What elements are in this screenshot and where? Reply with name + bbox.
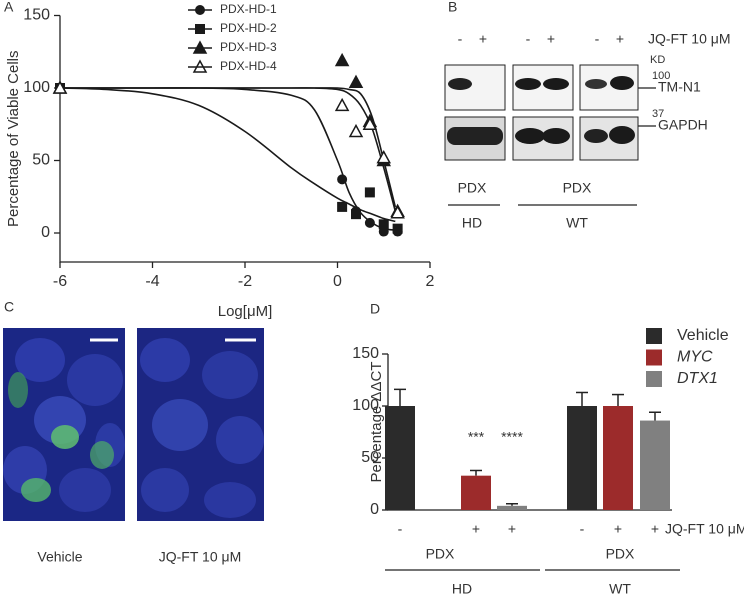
bar xyxy=(385,406,415,510)
data-point xyxy=(52,80,68,94)
data-point xyxy=(378,219,389,230)
significance: *** xyxy=(468,429,485,445)
y-tick-label: 100 xyxy=(352,397,379,414)
data-point xyxy=(337,201,348,212)
kd-value: 37 xyxy=(652,108,664,120)
bar xyxy=(567,406,597,510)
panel-label: A xyxy=(4,0,14,15)
group-name: WT xyxy=(609,581,631,595)
panel-label: C xyxy=(4,299,14,315)
legend-swatch xyxy=(646,371,662,387)
data-point xyxy=(362,116,378,130)
group-name: HD xyxy=(462,215,482,231)
y-tick-label: 150 xyxy=(352,345,379,362)
data-point xyxy=(364,187,375,198)
legend-label: PDX-HD-3 xyxy=(220,40,277,54)
y-tick-label: 0 xyxy=(41,224,50,241)
x-tick-label: 2 xyxy=(426,273,435,290)
blot xyxy=(444,64,656,206)
legend-label: PDX-HD-1 xyxy=(220,2,277,16)
data-point xyxy=(348,123,364,138)
legend-label: PDX-HD-4 xyxy=(220,59,277,73)
kd-value: 100 xyxy=(652,70,670,82)
data-point xyxy=(351,209,361,220)
image-caption: JQ-FT 10 μM xyxy=(159,549,241,565)
micrograph xyxy=(3,328,125,521)
treatment-label: + xyxy=(614,521,622,537)
treatment-title: JQ-FT 10 μM xyxy=(648,31,730,47)
treatment-label: + xyxy=(479,31,487,47)
fit-curve xyxy=(59,87,396,223)
band-name: TM-N1 xyxy=(658,79,701,95)
panel-label: B xyxy=(448,0,457,15)
y-axis-title: Percentage ΔΔCT xyxy=(368,362,385,483)
band-name: GAPDH xyxy=(658,117,708,133)
x-axis-title: Log[μM] xyxy=(218,303,273,320)
legend-label: MYC xyxy=(677,349,713,366)
group-source: PDX xyxy=(606,546,635,562)
x-tick-label: -4 xyxy=(145,273,159,290)
data-point xyxy=(376,150,392,164)
data-point xyxy=(392,223,403,234)
group-name: HD xyxy=(452,581,472,595)
treatment-label: - xyxy=(458,31,463,47)
legend-label: PDX-HD-2 xyxy=(220,21,277,35)
micrograph xyxy=(137,328,264,521)
treatment-label: - xyxy=(580,521,585,537)
data-point xyxy=(337,174,348,185)
treatment-label: + xyxy=(472,521,480,537)
y-axis-title: Percentage of Viable Cells xyxy=(5,51,22,228)
data-point xyxy=(364,217,375,228)
bar xyxy=(603,406,633,510)
bar xyxy=(461,475,491,510)
data-point xyxy=(348,74,364,88)
image-caption: Vehicle xyxy=(37,549,82,565)
treatment-label: - xyxy=(398,521,403,537)
group-source: PDX xyxy=(426,546,455,562)
treatment-label: + xyxy=(651,521,659,537)
y-tick-label: 100 xyxy=(23,79,50,96)
y-tick-label: 50 xyxy=(32,152,50,169)
group-source: PDX xyxy=(563,180,592,196)
y-tick-label: 50 xyxy=(361,449,379,466)
treatment-label: - xyxy=(595,31,600,47)
x-tick-label: 0 xyxy=(333,273,342,290)
group-name: WT xyxy=(566,215,588,231)
legend-swatch xyxy=(646,349,662,366)
significance: **** xyxy=(501,429,523,445)
kd-label: KD xyxy=(650,54,665,66)
data-point xyxy=(390,205,405,219)
treatment-label: - xyxy=(526,31,531,47)
legend-label: Vehicle xyxy=(677,327,729,344)
treatment-label: + xyxy=(547,31,555,47)
data-point xyxy=(334,97,350,112)
x-tick-label: -2 xyxy=(238,273,252,290)
treatment-title: JQ-FT 10 μM xyxy=(665,521,744,537)
bar xyxy=(497,505,527,510)
treatment-label: + xyxy=(616,31,624,47)
treatment-label: + xyxy=(508,521,516,537)
group-source: PDX xyxy=(458,180,487,196)
panel-label: D xyxy=(370,301,380,317)
bar xyxy=(640,420,670,510)
data-point xyxy=(334,52,350,67)
legend-swatch xyxy=(646,328,662,344)
y-tick-label: 0 xyxy=(370,501,379,518)
legend-label: DTX1 xyxy=(677,370,718,387)
x-tick-label: -6 xyxy=(53,273,67,290)
y-tick-label: 150 xyxy=(23,7,50,24)
